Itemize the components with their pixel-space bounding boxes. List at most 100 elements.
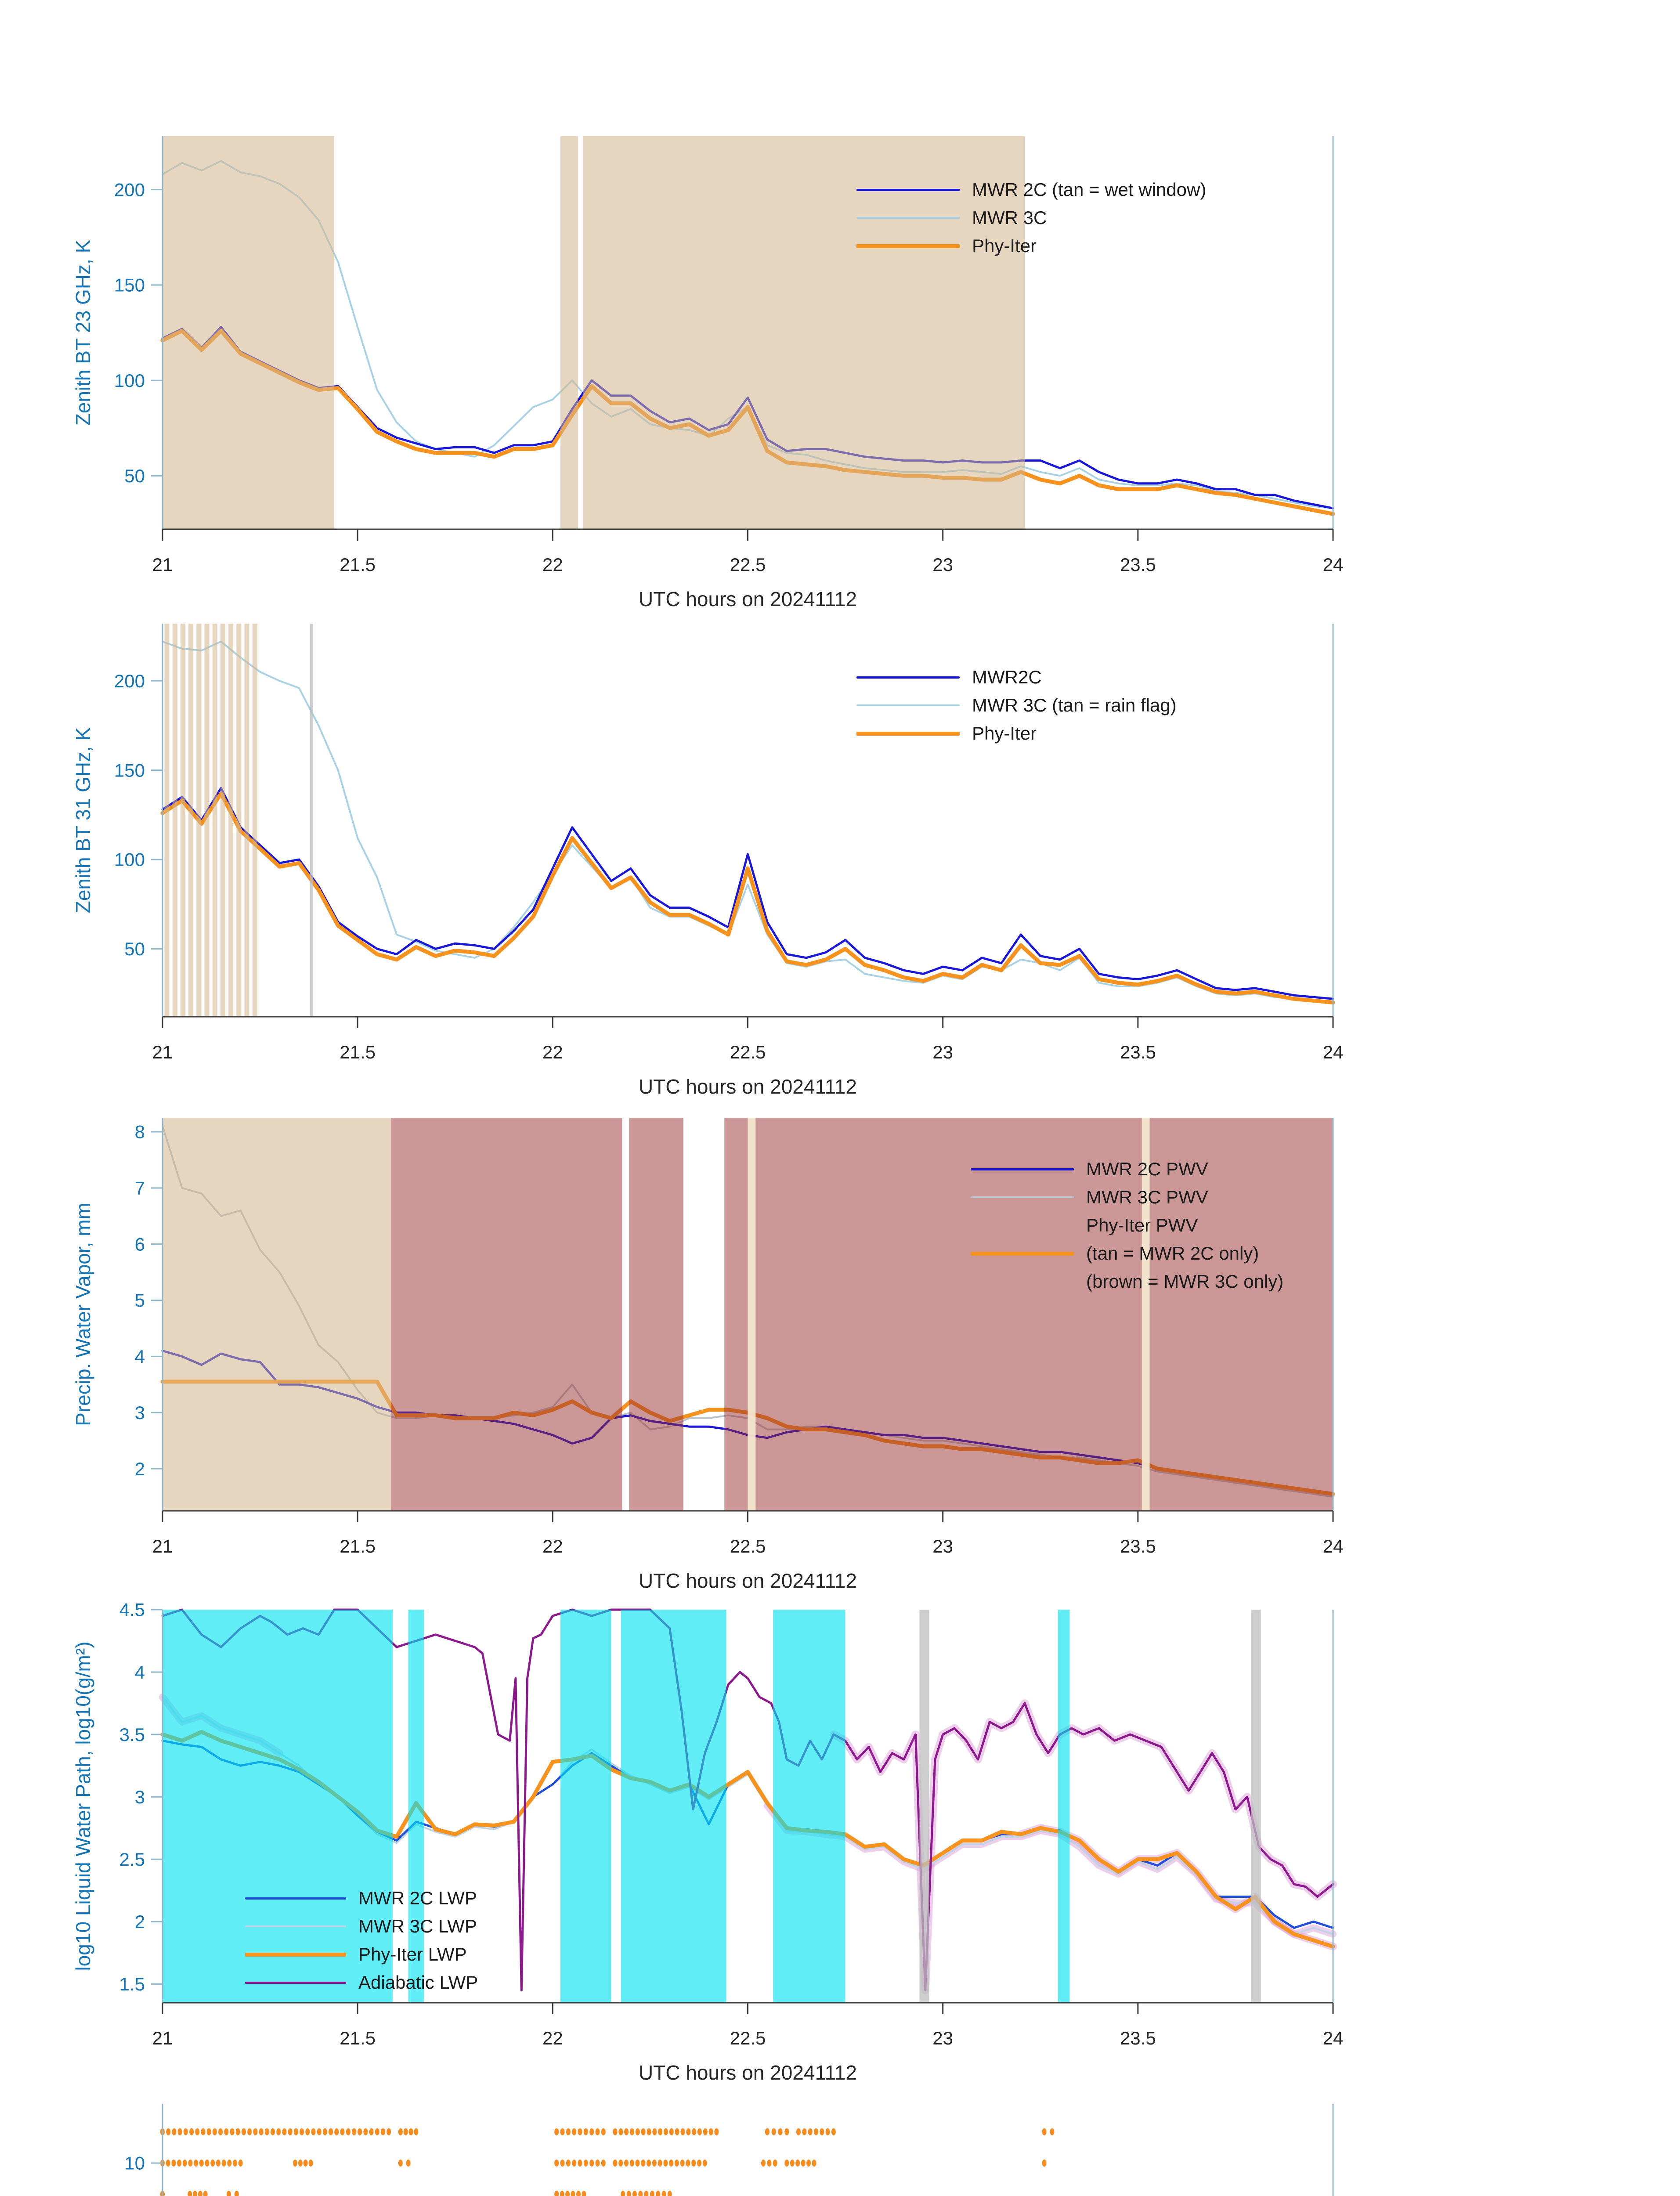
dq-dot	[578, 2128, 582, 2135]
dq-dot	[650, 2191, 654, 2196]
dq-dot	[572, 2128, 577, 2135]
dq-dot	[663, 2160, 668, 2167]
dq-dot	[177, 2128, 182, 2135]
y-tick-label: 50	[124, 939, 145, 959]
y-tick-label: 200	[114, 671, 145, 691]
shaded-band-0	[163, 1118, 391, 1511]
x-tick-label: 22	[542, 1536, 563, 1557]
dq-dot	[778, 2128, 783, 2135]
dq-dot	[210, 2160, 215, 2167]
y-tick-label: 6	[135, 1234, 145, 1254]
dq-dot	[375, 2128, 379, 2135]
flag-stripe-10	[244, 624, 249, 1017]
dq-dot	[177, 2160, 182, 2167]
x-tick-label: 21	[152, 554, 173, 575]
dq-dot	[298, 2160, 303, 2167]
y-axis-label: Zenith BT 31 GHz, K	[72, 727, 94, 913]
legend-item-brown-note: (brown = MWR 3C only)	[971, 1268, 1283, 1296]
dq-dot	[363, 2128, 368, 2135]
flag-stripe-6	[212, 624, 217, 1017]
dq-dot	[669, 2128, 674, 2135]
y-tick-label: 1.5	[119, 1974, 145, 1994]
dq-dot	[595, 2128, 600, 2135]
legend-label-mwr3c: MWR 3C (tan = rain flag)	[972, 695, 1177, 715]
x-tick-label: 23.5	[1120, 2028, 1156, 2048]
dq-dot	[1042, 2128, 1047, 2135]
shaded-band-6	[919, 1610, 929, 2003]
envelope-1	[763, 1802, 1337, 1938]
dq-dot	[806, 2160, 811, 2167]
dq-dot	[630, 2128, 634, 2135]
y-tick-label: 4	[135, 1346, 145, 1367]
x-tick-label: 22	[542, 554, 563, 575]
dq-dot	[293, 2128, 298, 2135]
shaded-band-2	[583, 136, 1025, 529]
dq-dot	[652, 2160, 657, 2167]
shaded-band-2	[560, 1610, 611, 2003]
x-axis-label: UTC hours on 20241112	[639, 2061, 857, 2084]
dq-dot	[601, 2128, 606, 2135]
x-tick-label: 23	[932, 1536, 953, 1557]
dq-dot	[618, 2160, 623, 2167]
x-tick-label: 23	[932, 554, 953, 575]
x-tick-label: 23.5	[1120, 1536, 1156, 1557]
dq-dot	[674, 2160, 679, 2167]
shaded-band-2	[629, 1118, 683, 1511]
dq-dot	[199, 2160, 204, 2167]
dq-dot	[182, 2160, 187, 2167]
dq-dot	[408, 2128, 413, 2135]
chart-panel-1: 50 100 150 200 21 21.5 22 22.5 23 23.5 24 UTC hours…	[72, 624, 1343, 1098]
dq-dot	[387, 2128, 391, 2135]
dq-dot	[626, 2191, 631, 2196]
shaded-band-5	[1058, 1610, 1070, 2003]
series-phy-iter	[160, 791, 1335, 1004]
x-axis-label: UTC hours on 20241112	[639, 1569, 857, 1592]
legend-label-mwr3c: MWR 3C	[972, 207, 1047, 228]
dq-dot	[686, 2160, 690, 2167]
dq-dot	[613, 2160, 618, 2167]
dq-dot	[189, 2128, 194, 2135]
flag-stripe-1	[172, 624, 177, 1017]
dq-dot	[802, 2128, 807, 2135]
dq-dot	[571, 2191, 575, 2196]
dq-dot	[1042, 2160, 1047, 2167]
dq-dot	[247, 2128, 252, 2135]
shaded-band-5	[1142, 1118, 1150, 1511]
legend-item-adiabatic-lwp: Adiabatic LWP	[245, 1968, 478, 1997]
x-axis-label: UTC hours on 20241112	[639, 1075, 857, 1098]
legend-swatch-mwr3c	[856, 704, 960, 706]
dq-dot	[322, 2128, 327, 2135]
flag-stripe-2	[180, 624, 185, 1017]
x-axis-label: UTC hours on 20241112	[639, 588, 857, 610]
x-tick-label: 21	[152, 2028, 173, 2048]
legend-item-mwr3c-pwv: MWR 3C PWV	[971, 1183, 1283, 1211]
y-tick-label: 50	[124, 466, 145, 486]
dq-dot	[253, 2128, 258, 2135]
dq-dot	[658, 2128, 663, 2135]
flag-stripe-8	[228, 624, 234, 1017]
legend-label-mwr2c-pwv: MWR 2C PWV	[1086, 1159, 1208, 1179]
dq-dot	[198, 2191, 202, 2196]
dq-dot	[691, 2160, 696, 2167]
dq-dot	[554, 2128, 559, 2135]
dq-dot	[303, 2160, 308, 2167]
dq-dot	[206, 2128, 211, 2135]
dq-dot	[825, 2128, 830, 2135]
dq-dot	[308, 2160, 313, 2167]
dq-dot	[334, 2128, 339, 2135]
legend-pwv: MWR 2C PWV MWR 3C PWV Phy-Iter PWV (tan …	[971, 1155, 1283, 1296]
x-tick-label: 21.5	[340, 554, 376, 575]
dq-dot	[669, 2160, 674, 2167]
dq-dot	[329, 2128, 333, 2135]
x-tick-label: 22.5	[730, 1042, 766, 1062]
dq-dot	[183, 2128, 188, 2135]
x-tick-label: 23.5	[1120, 1042, 1156, 1062]
legend-label-brown-note: (brown = MWR 3C only)	[1086, 1271, 1284, 1292]
y-tick-label: 3	[135, 1402, 145, 1423]
dq-dot	[235, 2128, 240, 2135]
legend-item-mwr2c-lwp: MWR 2C LWP	[245, 1884, 478, 1912]
x-tick-label: 24	[1323, 1536, 1344, 1557]
dq-dot	[293, 2160, 297, 2167]
